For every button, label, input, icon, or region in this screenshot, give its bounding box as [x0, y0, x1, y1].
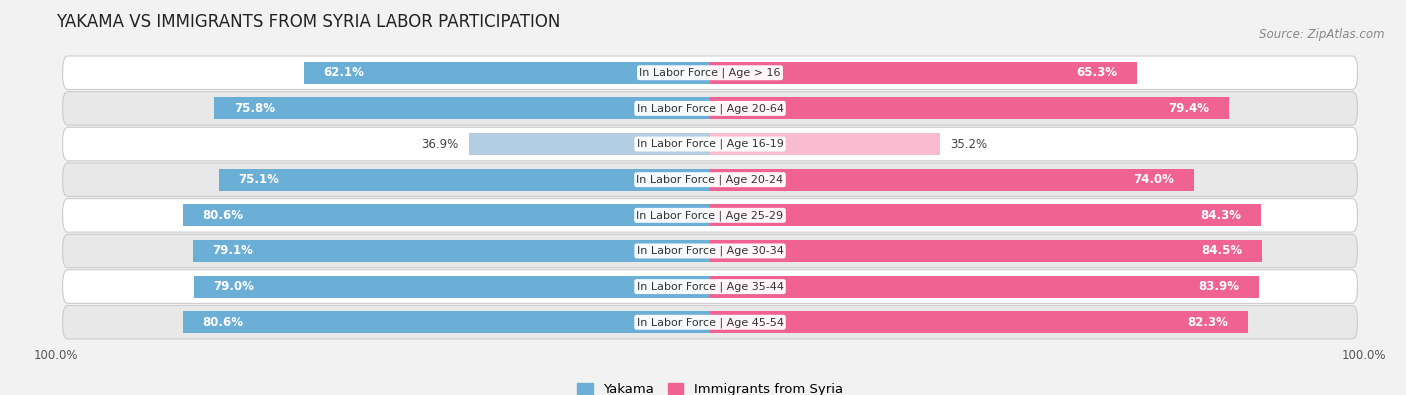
- FancyBboxPatch shape: [63, 56, 1357, 90]
- Text: 62.1%: 62.1%: [323, 66, 364, 79]
- Text: In Labor Force | Age 30-34: In Labor Force | Age 30-34: [637, 246, 783, 256]
- Bar: [710, 311, 1249, 333]
- Bar: [193, 240, 710, 262]
- Text: 84.5%: 84.5%: [1202, 245, 1243, 258]
- Text: 65.3%: 65.3%: [1077, 66, 1118, 79]
- Text: 75.8%: 75.8%: [233, 102, 276, 115]
- Bar: [710, 204, 1261, 226]
- Bar: [710, 133, 941, 155]
- Text: 36.9%: 36.9%: [420, 137, 458, 150]
- Bar: [468, 133, 710, 155]
- Text: 84.3%: 84.3%: [1201, 209, 1241, 222]
- FancyBboxPatch shape: [63, 234, 1357, 268]
- Text: 83.9%: 83.9%: [1198, 280, 1239, 293]
- Text: 79.0%: 79.0%: [214, 280, 254, 293]
- Text: 82.3%: 82.3%: [1188, 316, 1229, 329]
- FancyBboxPatch shape: [63, 270, 1357, 303]
- Text: 75.1%: 75.1%: [239, 173, 280, 186]
- Bar: [194, 276, 710, 298]
- Text: 74.0%: 74.0%: [1133, 173, 1174, 186]
- FancyBboxPatch shape: [63, 92, 1357, 125]
- FancyBboxPatch shape: [63, 305, 1357, 339]
- Bar: [710, 276, 1258, 298]
- Text: Source: ZipAtlas.com: Source: ZipAtlas.com: [1260, 28, 1385, 41]
- Text: In Labor Force | Age 20-24: In Labor Force | Age 20-24: [637, 175, 783, 185]
- Text: 35.2%: 35.2%: [950, 137, 988, 150]
- Legend: Yakama, Immigrants from Syria: Yakama, Immigrants from Syria: [572, 378, 848, 395]
- Bar: [183, 204, 710, 226]
- Bar: [219, 169, 710, 191]
- Bar: [710, 62, 1137, 84]
- FancyBboxPatch shape: [63, 163, 1357, 196]
- Text: 79.4%: 79.4%: [1168, 102, 1209, 115]
- Text: YAKAMA VS IMMIGRANTS FROM SYRIA LABOR PARTICIPATION: YAKAMA VS IMMIGRANTS FROM SYRIA LABOR PA…: [56, 13, 561, 31]
- Text: In Labor Force | Age 20-64: In Labor Force | Age 20-64: [637, 103, 783, 114]
- Text: In Labor Force | Age 16-19: In Labor Force | Age 16-19: [637, 139, 783, 149]
- Text: In Labor Force | Age > 16: In Labor Force | Age > 16: [640, 68, 780, 78]
- FancyBboxPatch shape: [63, 199, 1357, 232]
- Text: In Labor Force | Age 35-44: In Labor Force | Age 35-44: [637, 281, 783, 292]
- Bar: [215, 97, 710, 119]
- FancyBboxPatch shape: [63, 127, 1357, 161]
- Bar: [304, 62, 710, 84]
- Text: In Labor Force | Age 45-54: In Labor Force | Age 45-54: [637, 317, 783, 327]
- Bar: [710, 97, 1229, 119]
- Text: In Labor Force | Age 25-29: In Labor Force | Age 25-29: [637, 210, 783, 220]
- Bar: [183, 311, 710, 333]
- Text: 80.6%: 80.6%: [202, 316, 243, 329]
- Bar: [710, 169, 1194, 191]
- Text: 80.6%: 80.6%: [202, 209, 243, 222]
- Bar: [710, 240, 1263, 262]
- Text: 79.1%: 79.1%: [212, 245, 253, 258]
